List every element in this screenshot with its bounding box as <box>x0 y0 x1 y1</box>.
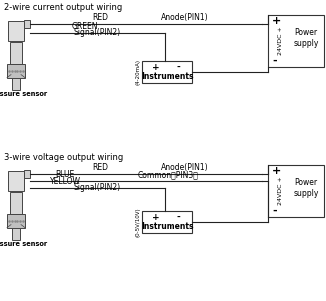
Text: 24VDC +: 24VDC + <box>277 26 283 55</box>
Text: Power
supply: Power supply <box>293 28 319 48</box>
Text: +: + <box>272 16 281 26</box>
Bar <box>12 78 20 90</box>
Bar <box>268 15 324 67</box>
Text: (4-20mA): (4-20mA) <box>136 59 141 85</box>
Bar <box>268 165 324 217</box>
Bar <box>142 211 192 233</box>
Text: Power
supply: Power supply <box>293 178 319 198</box>
Text: RED: RED <box>92 163 108 172</box>
Text: BLUE: BLUE <box>55 170 75 179</box>
Text: 2-wire current output wiring: 2-wire current output wiring <box>4 3 122 12</box>
Text: YELLOW: YELLOW <box>50 177 81 186</box>
Bar <box>10 42 22 64</box>
Text: Signal(PIN2): Signal(PIN2) <box>73 28 121 37</box>
Text: +: + <box>272 166 281 176</box>
Text: -: - <box>272 206 277 216</box>
Text: +: + <box>152 213 160 222</box>
Text: Pressure sensor: Pressure sensor <box>0 240 47 247</box>
Text: 24VDC +: 24VDC + <box>277 177 283 205</box>
Bar <box>7 64 25 78</box>
Text: Signal(PIN2): Signal(PIN2) <box>73 183 121 192</box>
Text: Pressure sensor: Pressure sensor <box>0 91 47 97</box>
Text: RED: RED <box>92 13 108 22</box>
Text: -: - <box>272 56 277 66</box>
Text: Instruments: Instruments <box>141 222 193 231</box>
Bar <box>24 170 30 178</box>
Text: Anode(PIN1): Anode(PIN1) <box>161 163 209 172</box>
Bar <box>8 21 24 41</box>
Text: +: + <box>152 63 160 72</box>
Text: Instruments: Instruments <box>141 72 193 81</box>
Bar <box>10 192 22 214</box>
Bar <box>24 20 30 28</box>
Bar <box>7 214 25 228</box>
Text: -: - <box>176 213 180 222</box>
Bar <box>8 171 24 191</box>
Bar <box>142 61 192 83</box>
Bar <box>12 228 20 240</box>
Text: GREEN: GREEN <box>72 22 98 31</box>
Text: -: - <box>176 63 180 72</box>
Text: Anode(PIN1): Anode(PIN1) <box>161 13 209 22</box>
Text: Common（PIN3）: Common（PIN3） <box>138 170 199 179</box>
Text: 3-wire voltage output wiring: 3-wire voltage output wiring <box>4 153 123 162</box>
Text: (0-5V/10V): (0-5V/10V) <box>136 207 141 237</box>
